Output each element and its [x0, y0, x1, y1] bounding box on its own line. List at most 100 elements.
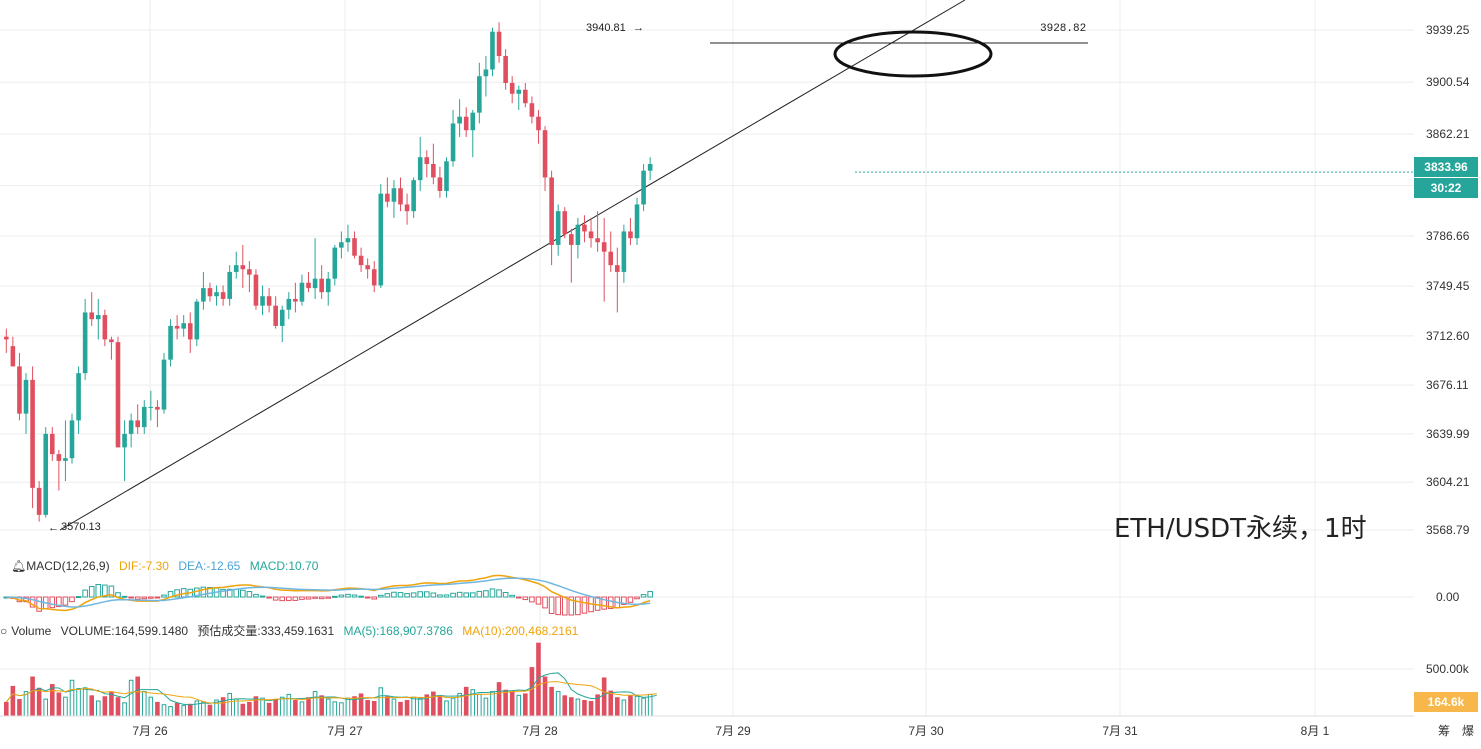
y-tick-label: 3604.21	[1426, 475, 1470, 489]
macd-hist-bar	[627, 596, 634, 603]
volume-bar	[339, 702, 344, 717]
volume-bar	[220, 697, 226, 716]
macd-hist-bar	[200, 586, 207, 598]
volume-bar	[424, 694, 430, 716]
volume-bar	[82, 687, 88, 717]
candle-body	[463, 116, 469, 131]
candle-body	[56, 454, 62, 461]
volume-bar	[647, 693, 653, 717]
macd-hist-bar	[621, 596, 627, 605]
macd-hist-bar	[266, 596, 272, 599]
candle-body	[608, 251, 614, 266]
y-tick-label: 3712.60	[1426, 329, 1470, 343]
volume-bar	[332, 701, 338, 717]
candle-body	[470, 112, 476, 131]
volume-bar	[155, 701, 160, 716]
volume-value: VOLUME:164,599.1480	[60, 624, 189, 638]
candle-body	[641, 170, 646, 205]
candle-body	[352, 238, 357, 256]
candle-body	[286, 298, 292, 310]
macd-hist-bar	[535, 596, 542, 605]
volume-bar	[529, 667, 535, 716]
macd-hist-bar	[575, 596, 581, 616]
candle-body	[155, 406, 160, 410]
macd-hist-bar	[345, 593, 351, 598]
candle-body	[555, 211, 561, 245]
candle-body	[207, 288, 213, 297]
x-tick-label: 7月 28	[522, 724, 558, 738]
volume-bar	[582, 700, 587, 716]
volume-bar	[496, 682, 502, 716]
macd-hist-bar	[384, 593, 391, 598]
volume-bar	[168, 706, 173, 717]
volume-toggle-icon[interactable]: ○	[0, 624, 8, 638]
candle-body	[569, 234, 574, 245]
macd-hist-bar	[647, 591, 653, 598]
candle-body	[319, 278, 324, 293]
volume-bar	[299, 701, 305, 717]
candle-body	[273, 305, 278, 326]
macd-hist-bar	[542, 596, 548, 609]
macd-hist-bar	[88, 586, 95, 598]
macd-hist-bar	[154, 596, 161, 599]
volume-bar	[109, 691, 114, 716]
chips-button[interactable]: 筹	[1438, 724, 1451, 738]
macd-hist-bar	[640, 594, 647, 598]
macd-hist-bar	[49, 596, 56, 609]
macd-hist-bar	[56, 596, 62, 608]
candle-body	[496, 31, 502, 56]
ma5-value: MA(5):168,907.3786	[343, 624, 453, 638]
volume-bar	[273, 699, 278, 716]
current-price-badge: 3833.96	[1414, 157, 1478, 177]
macd-hist-bar	[272, 596, 279, 601]
volume-ma10-line	[5, 681, 657, 704]
volume-bar	[89, 695, 95, 716]
bell-icon[interactable]: 🔔︎	[11, 559, 27, 573]
candle-body	[628, 231, 633, 239]
dea-value: DEA:-12.65	[178, 559, 241, 573]
candle-body	[312, 278, 318, 289]
macd-legend: 🔔︎MACD(12,26,9) DIF:-7.30 DEA:-12.65 MAC…	[0, 559, 324, 573]
liquidation-button[interactable]: 爆	[1462, 724, 1475, 738]
y-tick-label: 3676.11	[1426, 378, 1469, 392]
candle-body	[279, 309, 285, 326]
macd-hist-bar	[509, 594, 515, 598]
volume-bar	[509, 691, 515, 716]
dea-line	[6, 577, 651, 608]
volume-bar	[569, 697, 574, 716]
y-tick-label: 3749.45	[1426, 279, 1470, 293]
volume-bar	[549, 686, 554, 716]
volume-legend: ○ Volume VOLUME:164,599.1480 预估成交量:333,45…	[0, 622, 584, 639]
volume-bar	[76, 688, 81, 717]
candle-body	[227, 271, 232, 299]
volume-bar	[201, 701, 206, 717]
macd-pane: 0.00	[0, 574, 1460, 616]
macd-hist-bar	[634, 596, 640, 600]
volume-bar	[391, 698, 397, 717]
candle-body	[115, 342, 121, 448]
candle-body	[431, 163, 436, 178]
volume-bar	[141, 691, 147, 717]
candle-body	[391, 188, 397, 202]
volume-bar	[187, 703, 193, 716]
candle-body	[516, 89, 522, 94]
volume-bar	[352, 696, 357, 716]
y-tick-label: 3939.25	[1426, 23, 1470, 37]
macd-hist-bar	[515, 596, 522, 599]
volume-bar	[30, 676, 35, 716]
macd-hist-bar	[338, 594, 345, 598]
macd-hist-bar	[82, 589, 88, 598]
candle-body	[588, 231, 594, 239]
macd-hist-bar	[108, 585, 115, 598]
volume-bar	[542, 676, 548, 716]
volume-bar	[194, 700, 200, 717]
candle-body	[82, 312, 88, 374]
volume-current-badge: 164.6k	[1414, 692, 1478, 712]
trendline	[59, 0, 1088, 531]
volume-bar	[595, 694, 600, 716]
candle-body	[365, 265, 370, 270]
candle-body	[523, 89, 528, 104]
volume-bar	[227, 692, 232, 717]
macd-hist-bar	[220, 588, 226, 598]
